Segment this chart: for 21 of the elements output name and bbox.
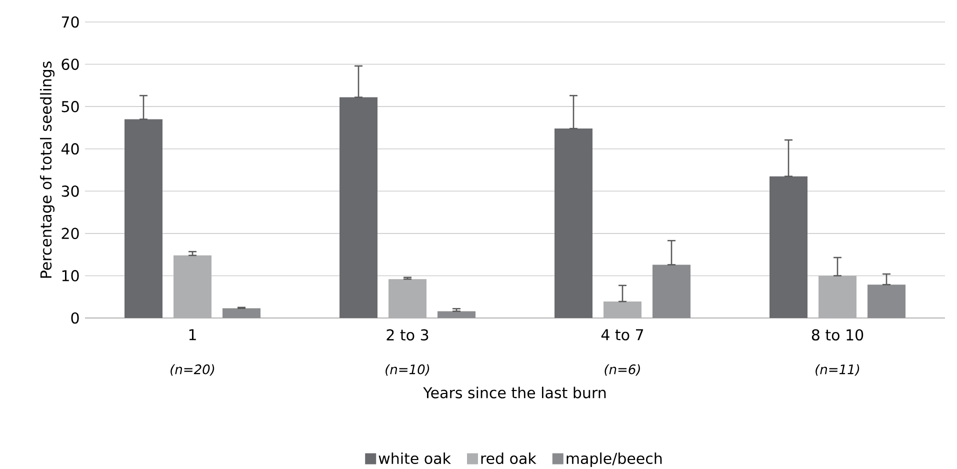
x-tick-label: 4 to 7 — [601, 329, 644, 340]
x-axis-title: Years since the last burn — [423, 386, 606, 398]
y-tick-label: 60 — [62, 58, 79, 70]
text: (n=11) — [816, 364, 860, 376]
y-tick-label: 10 — [62, 270, 79, 282]
y-tick-label: 20 — [62, 228, 79, 240]
y-tick-label: 30 — [62, 185, 79, 197]
text: (n=10) — [386, 364, 430, 376]
y-tick-label: 40 — [61, 143, 79, 155]
y-tick-label: 70 — [62, 16, 79, 28]
y-axis-title: Percentage of total seedlings — [40, 62, 55, 278]
legend-label: maple/beech — [566, 452, 662, 467]
x-tick-label: 1 — [189, 329, 196, 340]
legend-label: white oak — [378, 452, 451, 464]
legend-label: red oak — [481, 452, 536, 464]
text: (n=6) — [604, 364, 640, 376]
y-tick-label: 0 — [71, 312, 79, 324]
y-tick-label: 50 — [62, 100, 79, 112]
x-tick-label: 2 to 3 — [386, 329, 428, 341]
x-tick-label: 8 to 10 — [812, 329, 864, 341]
text: (n=20) — [170, 364, 214, 376]
